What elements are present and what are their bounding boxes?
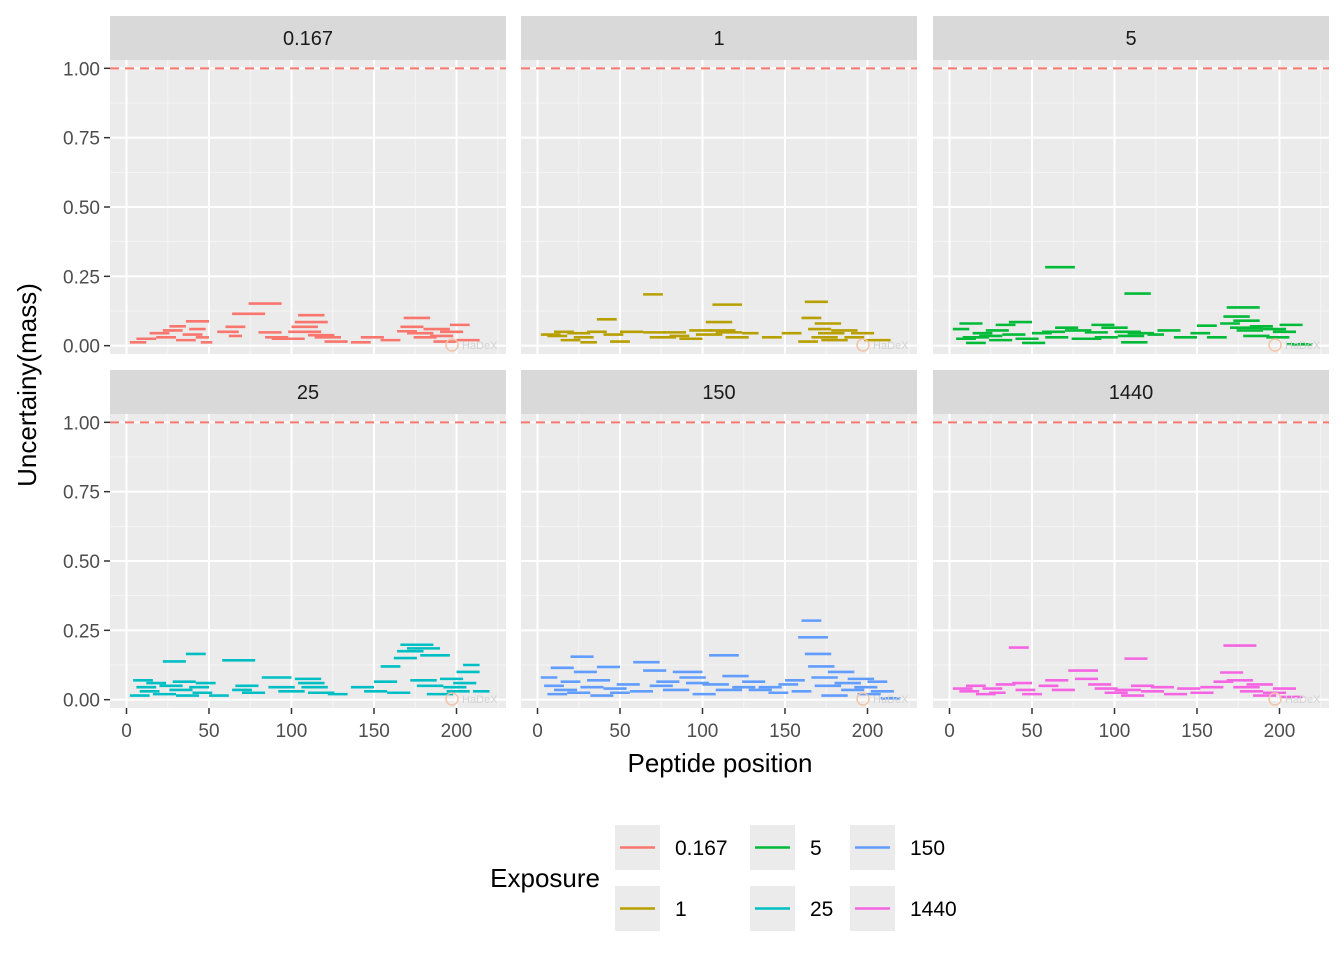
y-tick-label: 0.50	[63, 198, 100, 219]
strip-background	[110, 16, 506, 60]
x-tick-label: 200	[852, 721, 884, 742]
x-tick-label: 50	[198, 721, 219, 742]
y-tick-label: 0.00	[63, 691, 100, 712]
x-tick-label: 100	[1099, 721, 1131, 742]
y-tick-label: 0.50	[63, 552, 100, 573]
y-tick-label: 0.00	[63, 337, 100, 358]
y-tick-label: 0.25	[63, 267, 100, 288]
x-tick-label: 200	[441, 721, 473, 742]
legend-item: 25	[750, 886, 833, 931]
x-tick-label: 200	[1264, 721, 1296, 742]
x-tick-label: 0	[121, 721, 132, 742]
panel-2: 1 HaDeX	[521, 16, 917, 354]
x-axis-title: Peptide position	[627, 748, 812, 778]
x-tick-label: 50	[609, 721, 630, 742]
watermark: HaDeX	[1268, 338, 1321, 352]
strip-label: 1	[713, 28, 724, 50]
strip-label: 0.167	[283, 28, 333, 50]
strip-background	[110, 370, 506, 414]
legend-item: 150	[850, 825, 945, 870]
legend: Exposure 0.167 1 5 25 150 1440	[490, 825, 957, 931]
watermark-icon	[445, 692, 459, 706]
panel-6: 1440 HaDeX 0 50 100 150 200	[933, 370, 1329, 742]
strip-label: 5	[1125, 28, 1136, 50]
watermark-icon	[856, 338, 870, 352]
legend-item: 0.167	[615, 825, 728, 870]
legend-items: 0.167 1 5 25 150 1440	[615, 825, 957, 931]
watermark-icon	[856, 692, 870, 706]
x-tick-label: 150	[769, 721, 801, 742]
legend-title: Exposure	[490, 863, 600, 893]
panel-4: 25 HaDeX 0.00 0.25 0.50 0.75 1.00 0 50 100 150 200	[63, 370, 506, 742]
y-axis-title: Uncertainy(mass)	[12, 283, 42, 487]
legend-label: 5	[810, 837, 822, 860]
watermark-text: HaDeX	[462, 694, 498, 706]
strip-label: 1440	[1109, 382, 1154, 404]
x-tick-label: 100	[687, 721, 719, 742]
legend-label: 150	[910, 837, 945, 860]
y-tick-label: 0.25	[63, 621, 100, 642]
watermark: HaDeX	[445, 692, 498, 706]
watermark: HaDeX	[856, 692, 909, 706]
strip-label: 150	[702, 382, 735, 404]
watermark-icon	[1268, 338, 1282, 352]
legend-label: 0.167	[675, 837, 728, 860]
legend-label: 25	[810, 898, 833, 921]
legend-item: 1	[615, 886, 687, 931]
panel-3: 5 HaDeX	[933, 16, 1329, 354]
x-tick-label: 0	[944, 721, 955, 742]
watermark-text: HaDeX	[1285, 694, 1321, 706]
strip-background	[933, 16, 1329, 60]
x-tick-label: 150	[1181, 721, 1213, 742]
watermark-text: HaDeX	[873, 340, 909, 352]
y-tick-label: 0.75	[63, 129, 100, 150]
watermark-text: HaDeX	[873, 694, 909, 706]
watermark: HaDeX	[856, 338, 909, 352]
legend-label: 1	[675, 898, 687, 921]
strip-background	[933, 370, 1329, 414]
watermark: HaDeX	[1268, 692, 1321, 706]
y-tick-label: 1.00	[63, 413, 100, 434]
panel-1: 0.167 HaDeX 0.00 0.25 0.50 0.75 1.00	[63, 16, 506, 358]
x-tick-label: 150	[358, 721, 390, 742]
watermark-text: HaDeX	[462, 340, 498, 352]
strip-background	[521, 370, 917, 414]
x-tick-label: 100	[276, 721, 308, 742]
watermark-icon	[1268, 692, 1282, 706]
x-tick-label: 50	[1021, 721, 1042, 742]
legend-label: 1440	[910, 898, 957, 921]
strip-label: 25	[297, 382, 319, 404]
watermark: HaDeX	[445, 338, 498, 352]
watermark-text: HaDeX	[1285, 340, 1321, 352]
x-tick-label: 0	[532, 721, 543, 742]
panels-layer: 0.167 HaDeX 0.00 0.25 0.50 0.75 1.00 1 HaDeX 5 HaD…	[63, 16, 1329, 742]
watermark-icon	[445, 338, 459, 352]
y-tick-label: 1.00	[63, 59, 100, 80]
legend-item: 5	[750, 825, 822, 870]
y-tick-label: 0.75	[63, 483, 100, 504]
legend-item: 1440	[850, 886, 957, 931]
strip-background	[521, 16, 917, 60]
panel-5: 150 HaDeX 0 50 100 150 200	[521, 370, 917, 742]
